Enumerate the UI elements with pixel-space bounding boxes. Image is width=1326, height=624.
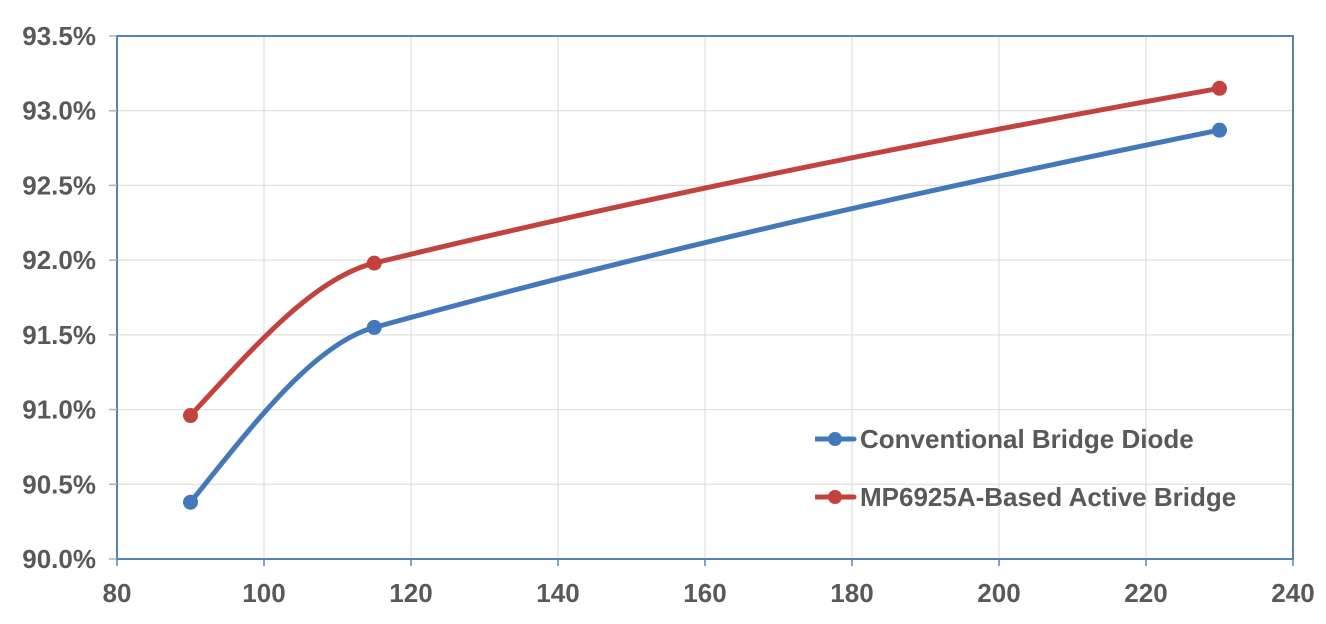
y-axis-tick-label: 90.5%	[22, 469, 96, 499]
data-point-marker	[1212, 80, 1227, 96]
x-axis-tick-label: 220	[1124, 578, 1167, 608]
legend-label: Conventional Bridge Diode	[860, 424, 1194, 454]
y-axis-tick-label: 92.5%	[22, 170, 96, 200]
series-line-mp6925a-based-active-bridge	[188, 85, 1222, 418]
x-axis-tick-label: 140	[536, 578, 579, 608]
y-axis-tick-label: 91.0%	[22, 395, 96, 425]
data-point-marker	[183, 494, 198, 510]
legend-line-marker-icon	[815, 432, 857, 446]
x-axis-tick-label: 180	[830, 578, 873, 608]
legend-label: MP6925A-Based Active Bridge	[860, 482, 1237, 512]
legend-item-conventional-bridge-diode: Conventional Bridge Diode	[815, 426, 1236, 452]
chart-legend: Conventional Bridge Diode MP6925A-Based …	[815, 426, 1236, 542]
x-axis-tick-label: 80	[103, 578, 132, 608]
legend-line-marker-icon	[815, 490, 857, 504]
y-axis-tick-label: 93.0%	[22, 96, 96, 126]
y-axis-tick-label: 92.0%	[22, 245, 96, 275]
legend-item-mp6925a-based-active-bridge: MP6925A-Based Active Bridge	[815, 484, 1236, 510]
x-axis-tick-label: 100	[242, 578, 285, 608]
x-axis-tick-label: 200	[977, 578, 1020, 608]
y-axis-tick-label: 91.5%	[22, 320, 96, 350]
data-point-marker	[1212, 122, 1227, 138]
data-point-marker	[183, 408, 198, 424]
data-point-marker	[366, 319, 382, 335]
series-line-conventional-bridge-diode	[188, 127, 1222, 505]
x-axis-tick-label: 160	[683, 578, 726, 608]
data-point-marker	[366, 255, 382, 271]
x-axis-tick-label: 120	[389, 578, 432, 608]
x-axis-tick-label: 240	[1271, 578, 1314, 608]
y-axis-tick-label: 93.5%	[22, 21, 96, 51]
y-axis-tick-label: 90.0%	[22, 544, 96, 574]
